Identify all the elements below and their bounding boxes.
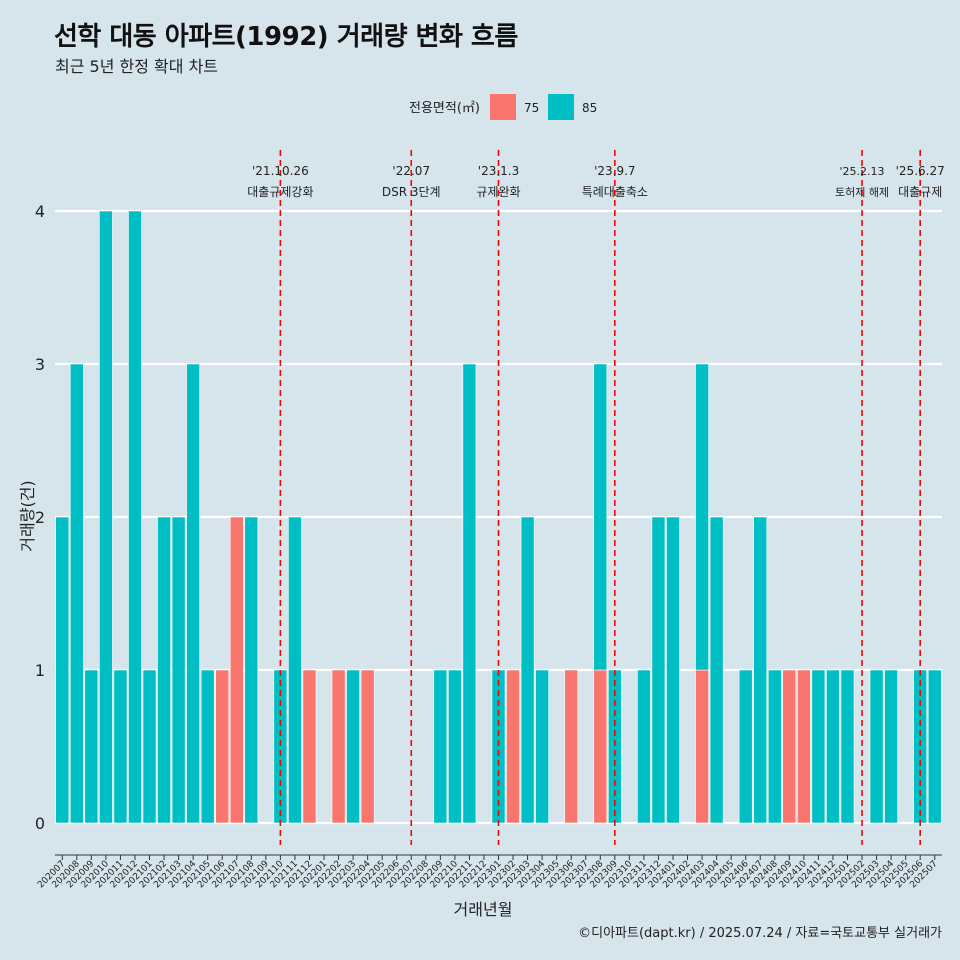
y-axis-title: 거래량(건) <box>18 480 37 551</box>
bar-85-202105 <box>200 669 215 824</box>
y-tick-label: 1 <box>35 661 45 680</box>
bar-85-202501 <box>840 669 855 824</box>
y-tick-label: 2 <box>35 508 45 527</box>
bar-75-202403 <box>695 669 709 824</box>
bar-85-202408 <box>767 669 782 824</box>
x-axis-title: 거래년월 <box>454 900 513 919</box>
event-date: '23.1.3 <box>478 164 519 178</box>
bar-75-202204 <box>360 669 375 824</box>
bar-85-202504 <box>884 669 898 824</box>
bar-85-202311 <box>637 669 651 824</box>
bar-75-202112 <box>302 669 317 824</box>
event-label: DSR 3단계 <box>382 185 441 199</box>
bar-85-202308 <box>593 363 608 671</box>
bar-85-202312 <box>651 516 666 824</box>
bar-85-202104 <box>186 363 200 824</box>
y-tick-label: 4 <box>35 202 45 221</box>
bars <box>55 210 942 824</box>
bar-85-202211 <box>462 363 477 824</box>
event-label: 특례대출축소 <box>582 185 648 199</box>
bar-85-202103 <box>171 516 186 824</box>
chart-subtitle: 최근 5년 한정 확대 차트 <box>55 57 219 76</box>
bar-85-202102 <box>157 516 171 824</box>
legend-title: 전용면적(㎡) <box>409 101 480 116</box>
bar-85-202401 <box>666 516 680 824</box>
bar-85-202101 <box>142 669 157 824</box>
event-label: 대출규제강화 <box>247 185 313 199</box>
legend-swatch-75 <box>490 94 516 120</box>
y-tick-label: 3 <box>35 355 45 374</box>
source-caption: ©디아파트(dapt.kr) / 2025.07.24 / 자료=국토교통부 실… <box>578 926 942 941</box>
bar-85-202210 <box>448 669 462 824</box>
bar-85-202304 <box>535 669 549 824</box>
event-date: '25.2.13 <box>840 165 885 178</box>
event-label: 대출규제 <box>898 185 942 199</box>
bar-85-202009 <box>84 669 99 824</box>
bar-75-202308 <box>593 669 608 824</box>
legend-label-85: 85 <box>582 101 597 115</box>
bar-85-202012 <box>128 210 142 824</box>
bar-75-202106 <box>215 669 230 824</box>
bar-85-202404 <box>709 516 724 824</box>
bar-85-202407 <box>753 516 768 824</box>
bar-85-202412 <box>826 669 840 824</box>
bar-85-202111 <box>288 516 302 824</box>
bar-85-202403 <box>695 363 709 671</box>
bar-85-202203 <box>346 669 360 824</box>
bar-85-202411 <box>811 669 826 824</box>
legend-label-75: 75 <box>524 101 539 115</box>
event-date: '25.6.27 <box>896 164 945 178</box>
bar-85-202108 <box>244 516 259 824</box>
legend-swatch-85 <box>548 94 574 120</box>
bar-85-202209 <box>433 669 448 824</box>
bar-75-202409 <box>782 669 797 824</box>
event-label: 토허제 해제 <box>835 185 889 199</box>
y-axis: 0 1 2 3 4 <box>35 202 45 833</box>
bar-75-202202 <box>331 669 346 824</box>
bar-75-202107 <box>229 516 244 824</box>
bar-85-202008 <box>69 363 84 824</box>
event-date: '22.07 <box>392 164 430 178</box>
bar-85-202507 <box>927 669 942 824</box>
legend: 전용면적(㎡) 75 85 <box>409 94 597 120</box>
bar-85-202303 <box>520 516 535 824</box>
chart-title: 선학 대동 아파트(1992) 거래량 변화 흐름 <box>54 22 518 52</box>
event-markers: '21.10.26 대출규제강화 '22.07 DSR 3단계 '23.1.3 규제완화 '… <box>247 150 945 845</box>
bar-85-202406 <box>738 669 753 824</box>
bar-85-202007 <box>55 516 70 824</box>
bar-75-202410 <box>797 669 811 824</box>
bar-75-202302 <box>506 669 520 824</box>
x-axis: 2020072020082020092020102020112020122021… <box>36 854 942 890</box>
event-label: 규제완화 <box>476 185 520 199</box>
bar-75-202306 <box>564 669 579 824</box>
bar-85-202503 <box>869 669 884 824</box>
bar-85-202010 <box>99 210 113 824</box>
bar-85-202011 <box>113 669 128 824</box>
event-date: '21.10.26 <box>252 164 309 178</box>
event-date: '23.9.7 <box>594 164 635 178</box>
y-tick-label: 0 <box>35 814 45 833</box>
